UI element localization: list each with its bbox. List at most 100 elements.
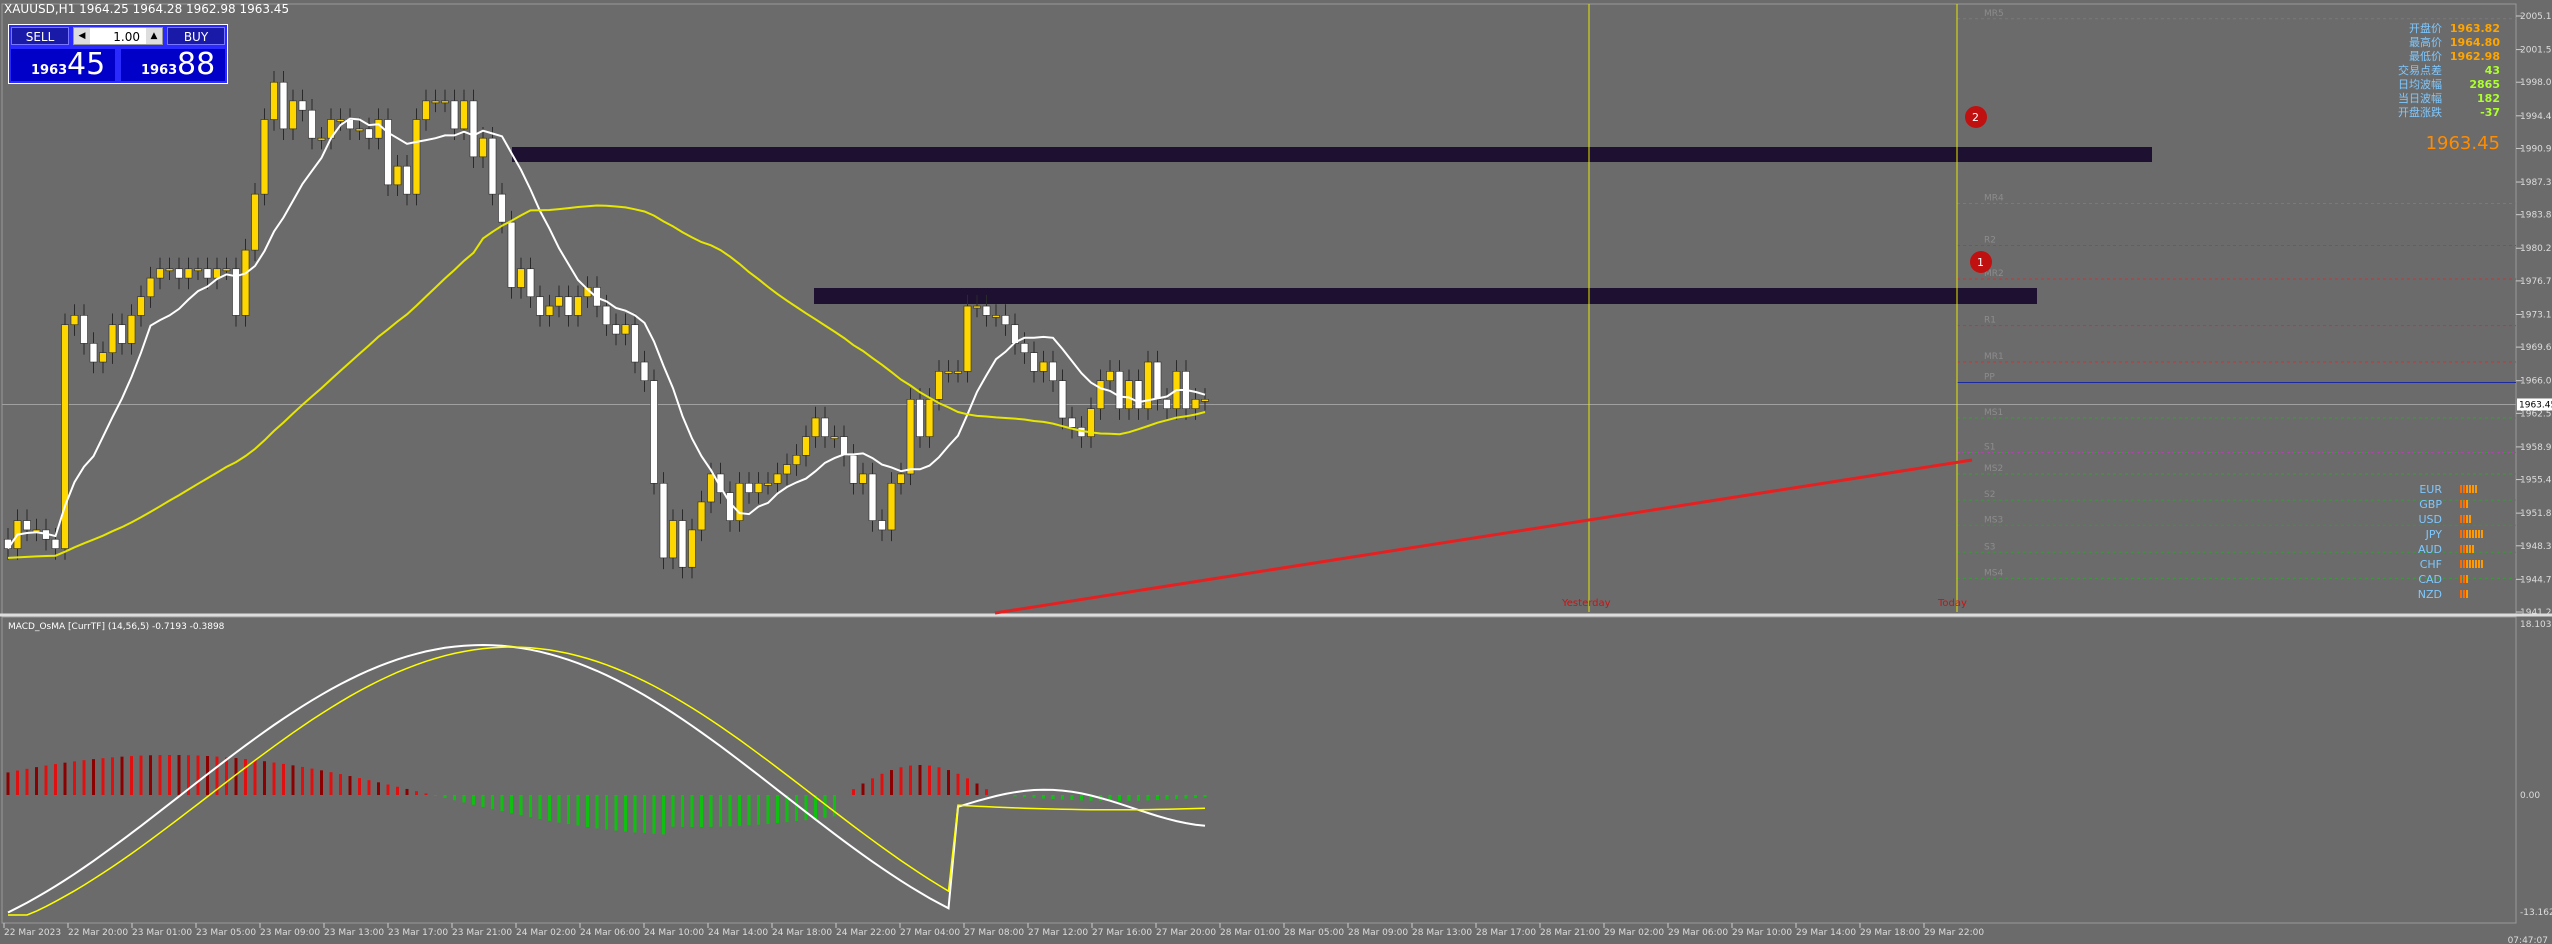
time-axis-label: 28 Mar 17:00 (1476, 928, 1536, 938)
currency-strength-label: CHF (2420, 558, 2442, 571)
chart-title: XAUUSD,H1 1964.25 1964.28 1962.98 1963.4… (4, 2, 290, 16)
candle-body (1153, 361, 1162, 400)
sell-price-box[interactable]: 1963 45 (11, 47, 115, 82)
currency-strength-bar (2472, 485, 2474, 493)
candle-body (802, 436, 810, 456)
currency-strength-bar (2466, 485, 2468, 493)
today-label: Today (1937, 598, 1967, 609)
time-axis-label: 23 Mar 21:00 (452, 928, 512, 938)
time-axis-label: 22 Mar 20:00 (68, 928, 128, 938)
buy-price-big: 88 (177, 47, 216, 82)
currency-strength-bar (2469, 545, 2471, 553)
candle-body (156, 268, 164, 279)
buy-price-box[interactable]: 1963 88 (121, 47, 225, 82)
currency-strength-bar (2481, 530, 2483, 538)
info-row-label: 开盘涨跌 (2398, 105, 2442, 119)
candle-body (184, 268, 193, 279)
candle-body (1106, 371, 1114, 381)
candle-body (935, 371, 943, 400)
candle-body (640, 361, 649, 381)
pivot-label: MR5 (1984, 9, 2004, 19)
currency-strength-label: CAD (2418, 573, 2442, 586)
candle-body (555, 296, 563, 307)
currency-strength-bar (2469, 530, 2471, 538)
currency-strength-bar (2466, 575, 2468, 583)
candle-body (745, 482, 753, 493)
pivot-label: MS3 (1984, 515, 2003, 525)
lot-value: 1.00 (113, 30, 140, 44)
candle-body (1115, 371, 1124, 409)
candle-body (1125, 380, 1133, 409)
fast-moving-average-line (7, 117, 1206, 550)
time-axis-label: 28 Mar 05:00 (1284, 928, 1344, 938)
info-row-label: 当日波幅 (2398, 91, 2442, 105)
candle-body (260, 119, 269, 195)
currency-strength-bar (2475, 530, 2477, 538)
buy-price-small: 1963 (141, 63, 178, 78)
currency-strength-bar (2463, 485, 2465, 493)
current-price-tag-bg (2517, 398, 2552, 411)
currency-strength-bar (2460, 500, 2462, 508)
price-axis-label: 1969.60 (2520, 343, 2552, 353)
time-axis-label: 29 Mar 14:00 (1796, 928, 1856, 938)
candle-body (887, 482, 896, 531)
currency-strength-bar (2469, 515, 2471, 523)
currency-strength-bar (2463, 515, 2465, 523)
candle-body (897, 473, 905, 484)
candle-body (393, 165, 402, 186)
marker-1-icon[interactable] (1970, 251, 1992, 273)
candle-body (659, 482, 668, 559)
candle-body (1087, 408, 1095, 437)
candle-body (279, 81, 288, 130)
time-axis-label: 28 Mar 01:00 (1220, 928, 1280, 938)
candle-body (621, 324, 630, 335)
candle-body (716, 473, 725, 493)
time-axis-label: 24 Mar 22:00 (836, 928, 896, 938)
currency-strength-label: NZD (2418, 588, 2442, 601)
candle-body (488, 137, 497, 195)
pivot-label: S1 (1984, 443, 1995, 453)
candle-body (460, 100, 468, 130)
decrease-lot-button[interactable]: ◀ (74, 28, 90, 44)
currency-strength-bar (2466, 590, 2468, 598)
candle-body (1058, 380, 1067, 419)
macd-signal-line (8, 646, 1206, 916)
lot-size-input[interactable]: ◀ 1.00 ▲ (73, 27, 163, 45)
yesterday-label: Yesterday (1561, 598, 1611, 609)
candle-body (23, 520, 31, 531)
time-axis-label: 27 Mar 16:00 (1092, 928, 1152, 938)
candle-body (612, 324, 620, 335)
candle-body (365, 128, 373, 139)
candle-body (403, 165, 411, 195)
candle-body (849, 455, 858, 484)
candle-body (127, 315, 136, 344)
sell-price-small: 1963 (31, 63, 68, 78)
candle-body (773, 473, 782, 484)
currency-strength-bar (2460, 515, 2462, 523)
candle-body (222, 268, 231, 272)
buy-button[interactable]: BUY (167, 27, 225, 45)
increase-lot-button[interactable]: ▲ (146, 28, 162, 44)
candle-body (1096, 380, 1105, 409)
candle-body (973, 305, 981, 309)
candle-body (251, 193, 259, 251)
info-current-price: 1963.45 (2426, 133, 2500, 154)
time-axis-label: 23 Mar 13:00 (324, 928, 384, 938)
macd-title: MACD_OsMA [CurrTF] (14,56,5) -0.7193 -0.… (8, 622, 225, 632)
candle-body (270, 81, 278, 120)
pivot-label: S3 (1984, 542, 1995, 552)
sell-button[interactable]: SELL (11, 27, 69, 45)
marker-2-label: 2 (1972, 111, 1979, 124)
pivot-label: MS1 (1984, 408, 2003, 418)
time-axis-label: 24 Mar 18:00 (772, 928, 832, 938)
candle-body (165, 268, 174, 272)
price-axis-label: 1983.80 (2520, 211, 2552, 221)
price-axis-label: 1966.00 (2520, 377, 2552, 387)
info-row-label: 最高价 (2409, 35, 2442, 49)
price-axis-label: 1998.00 (2520, 78, 2552, 88)
candle-body (764, 482, 772, 486)
marker-2-icon[interactable] (1965, 106, 1987, 128)
time-axis-label: 28 Mar 21:00 (1540, 928, 1600, 938)
price-axis-label: 1980.20 (2520, 244, 2552, 254)
